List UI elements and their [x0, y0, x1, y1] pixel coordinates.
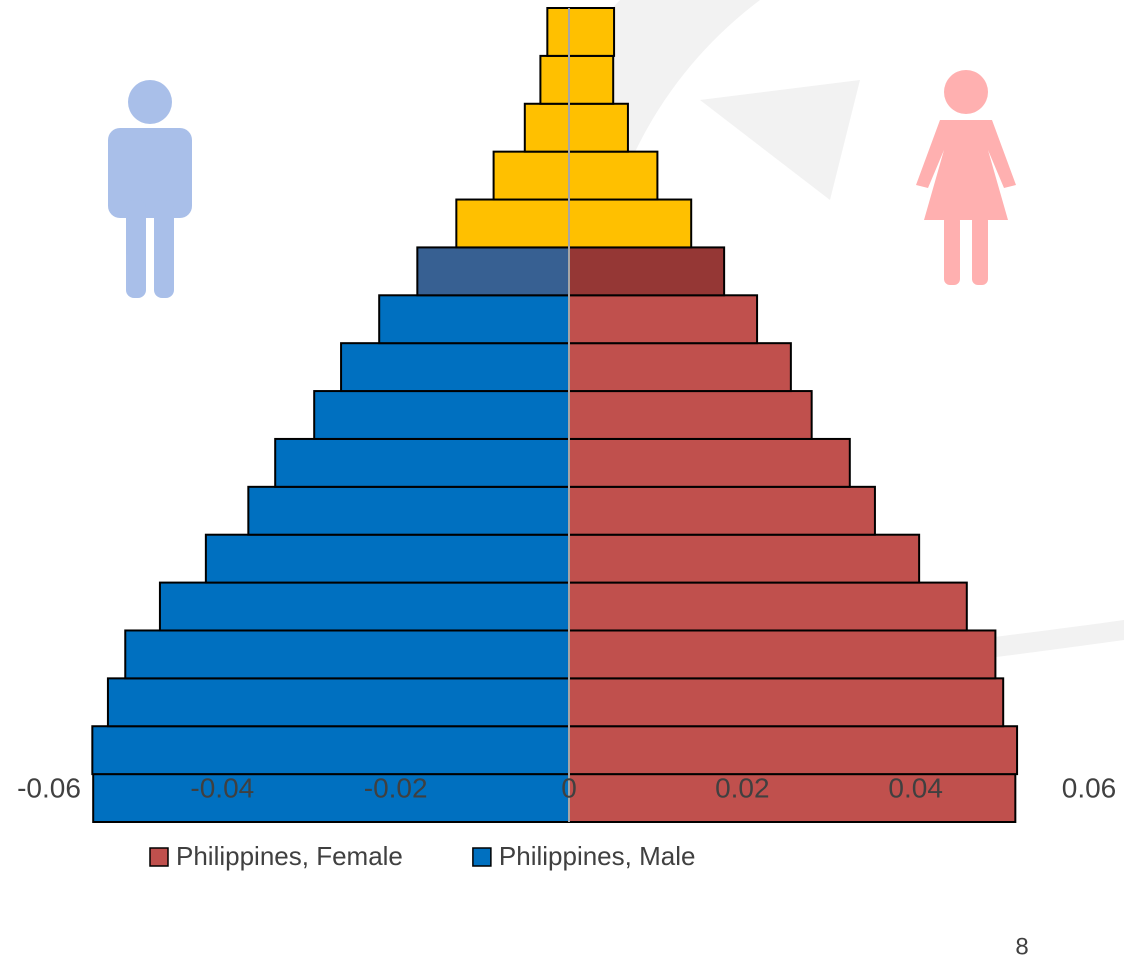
x-tick-label: 0.04 — [888, 772, 943, 803]
bar — [568, 54, 615, 105]
bar — [340, 342, 571, 393]
bar — [455, 198, 571, 249]
bar — [247, 485, 570, 536]
bar — [204, 533, 570, 584]
bar — [416, 246, 571, 297]
x-tick-label: 0.02 — [715, 772, 770, 803]
bar — [568, 342, 792, 393]
bar — [313, 390, 571, 440]
bar — [492, 150, 571, 201]
bar — [568, 294, 759, 345]
legend-label: Philippines, Female — [176, 841, 403, 871]
bar — [378, 294, 571, 345]
bar — [568, 198, 693, 249]
legend-swatch — [472, 847, 492, 867]
x-tick-label: -0.06 — [17, 772, 81, 803]
bar — [274, 437, 570, 488]
bar — [106, 677, 571, 728]
bar — [568, 773, 1017, 824]
x-tick-label: -0.04 — [190, 772, 254, 803]
bar — [568, 725, 1019, 776]
bar — [523, 102, 570, 153]
bar — [546, 7, 570, 57]
bar — [568, 533, 921, 584]
bar — [568, 7, 616, 57]
x-tick-label: -0.02 — [364, 772, 428, 803]
bar — [539, 54, 571, 105]
female-icon — [916, 70, 1016, 285]
bar — [568, 102, 629, 153]
legend-label: Philippines, Male — [499, 841, 696, 871]
bar — [568, 246, 726, 297]
bar — [568, 437, 851, 488]
bar — [92, 773, 570, 824]
legend-swatch — [149, 847, 169, 867]
page-number: 8 — [1015, 933, 1028, 956]
bar — [124, 629, 571, 680]
bar — [568, 581, 968, 632]
x-tick-label: 0 — [561, 772, 577, 803]
bar — [568, 485, 876, 536]
bar — [568, 390, 813, 440]
x-tick-label: 0.06 — [1062, 772, 1117, 803]
bar — [568, 677, 1005, 728]
bar — [91, 725, 570, 776]
bar — [568, 150, 659, 201]
bar — [568, 629, 997, 680]
male-icon — [108, 80, 192, 298]
bar — [158, 581, 571, 632]
